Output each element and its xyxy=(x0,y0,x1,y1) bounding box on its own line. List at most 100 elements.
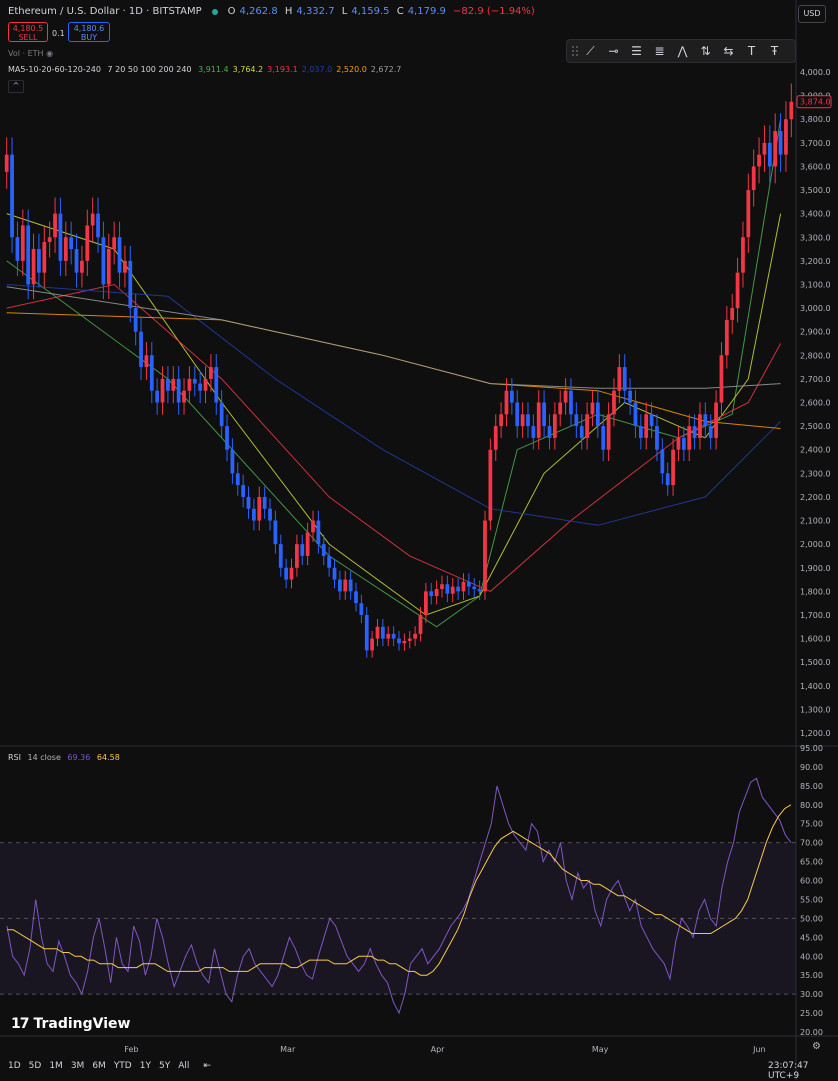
candle-body xyxy=(563,390,568,403)
drag-handle-icon[interactable] xyxy=(571,45,579,57)
candle-body xyxy=(552,414,557,438)
text-note-icon[interactable]: Ŧ xyxy=(770,44,779,58)
candle-body xyxy=(187,378,192,391)
range-all[interactable]: All xyxy=(178,1061,190,1071)
candle-body xyxy=(703,414,708,427)
price-tick-label: 1,300.0 xyxy=(800,705,831,714)
eye-icon[interactable]: ◉ xyxy=(46,49,54,58)
volume-legend[interactable]: Vol · ETH ◉ xyxy=(8,49,54,58)
buy-label: BUY xyxy=(80,33,98,42)
sell-button[interactable]: 4,180.5 SELL xyxy=(8,22,48,42)
candle-body xyxy=(343,579,348,592)
settings-gear-icon[interactable]: ⚙ xyxy=(812,1041,821,1052)
rsi-lines xyxy=(6,777,792,1015)
candle-body xyxy=(579,426,584,438)
goto-date-icon[interactable]: ⇤ xyxy=(203,1061,211,1071)
ma-legend[interactable]: MA5-10-20-60-120-240 7 20 50 100 200 240… xyxy=(8,65,409,74)
rsi-tick-label: 35.00 xyxy=(800,971,823,980)
range-5d[interactable]: 5D xyxy=(28,1061,42,1071)
measure-icon[interactable]: ⇆ xyxy=(723,44,734,58)
candle-body xyxy=(633,402,638,427)
ohlc-values: O 4,262.8 H 4,332.7 L 4,159.5 C 4,179.9 −82.… xyxy=(227,6,535,17)
candle-body xyxy=(638,426,643,438)
candle-body xyxy=(698,414,702,438)
range-3m[interactable]: 3M xyxy=(70,1061,85,1071)
horizontal-ray-icon[interactable]: ⊸ xyxy=(608,44,619,58)
candle-body xyxy=(327,555,332,568)
candle-body xyxy=(450,586,455,594)
collapse-legend-icon[interactable]: ^ xyxy=(8,80,24,93)
price-tick-label: 2,800.0 xyxy=(800,351,831,360)
pattern-icon[interactable]: ⋀ xyxy=(677,44,688,58)
candle-body xyxy=(655,426,659,450)
candle-body xyxy=(660,449,665,474)
ma-value-1: 3,764.2 xyxy=(232,65,264,74)
candle-body xyxy=(708,426,713,438)
candle-body xyxy=(483,520,487,592)
candle-body xyxy=(338,579,342,592)
parallel-channel-icon[interactable]: ☰ xyxy=(631,44,642,58)
range-6m[interactable]: 6M xyxy=(92,1061,106,1071)
ma-value-5: 2,672.7 xyxy=(370,65,402,74)
candle-body xyxy=(295,544,299,568)
candle-body xyxy=(332,567,337,580)
candle-body xyxy=(714,402,718,438)
rsi-tick-label: 65.00 xyxy=(800,858,823,867)
candle-body xyxy=(429,591,434,597)
symbol-title[interactable]: Ethereum / U.S. Dollar · 1D · BITSTAMP xyxy=(8,6,202,17)
range-5y[interactable]: 5Y xyxy=(158,1061,171,1071)
candle-body xyxy=(262,496,267,509)
range-1d[interactable]: 1D xyxy=(8,1061,21,1071)
range-1y[interactable]: 1Y xyxy=(139,1061,151,1071)
candle-body xyxy=(289,567,294,580)
rsi-legend[interactable]: RSI 14 close 69.36 64.58 xyxy=(8,753,120,762)
candle-body xyxy=(644,414,649,438)
candle-body xyxy=(542,402,546,427)
candle-body xyxy=(37,249,41,273)
candle-body xyxy=(370,638,375,651)
candle-body xyxy=(106,249,111,285)
rsi-tick-label: 75.00 xyxy=(800,820,823,829)
time-tick-label: May xyxy=(592,1045,609,1054)
candle-body xyxy=(509,390,514,403)
candle-body xyxy=(574,414,579,427)
tradingview-logo[interactable]: 17 TradingView xyxy=(11,1016,131,1032)
candle-body xyxy=(311,520,315,533)
rsi-ma-line xyxy=(7,804,792,976)
candle-body xyxy=(493,426,498,450)
candle-body xyxy=(96,213,100,238)
candle-body xyxy=(536,402,541,438)
range-1m[interactable]: 1M xyxy=(49,1061,63,1071)
candle-body xyxy=(735,272,740,309)
rsi-tick-label: 45.00 xyxy=(800,933,823,942)
candle-body xyxy=(133,308,138,332)
buy-button[interactable]: 4,180.6 BUY xyxy=(68,22,110,42)
candle-body xyxy=(203,378,208,391)
ma-value-4: 2,520.0 xyxy=(336,65,367,74)
candle-body xyxy=(719,355,724,403)
rsi-tick-label: 50.00 xyxy=(800,914,823,923)
candle-body xyxy=(268,508,272,521)
candle-body xyxy=(789,101,794,120)
long-position-icon[interactable]: ⇅ xyxy=(700,44,711,58)
price-tick-label: 1,200.0 xyxy=(800,729,831,738)
text-icon[interactable]: T xyxy=(747,44,756,58)
candle-body xyxy=(166,378,170,391)
price-tick-label: 3,300.0 xyxy=(800,233,831,242)
candle-body xyxy=(397,638,401,644)
trend-line-icon[interactable]: ⟋ xyxy=(586,43,595,58)
range-ytd[interactable]: YTD xyxy=(113,1061,132,1071)
fib-retracement-icon[interactable]: ≣ xyxy=(654,44,665,58)
candle-body xyxy=(520,414,525,427)
candle-body xyxy=(171,378,176,391)
candle-body xyxy=(149,355,154,391)
spread-value: 0.1 xyxy=(52,29,65,38)
candle-body xyxy=(665,473,670,486)
clock[interactable]: 23:07:47 UTC+9 xyxy=(768,1061,809,1081)
candle-body xyxy=(80,260,84,273)
currency-button[interactable]: USD xyxy=(798,5,826,23)
candle-body xyxy=(402,640,407,644)
price-tick-label: 2,400.0 xyxy=(800,446,831,455)
market-status-icon xyxy=(211,8,218,15)
